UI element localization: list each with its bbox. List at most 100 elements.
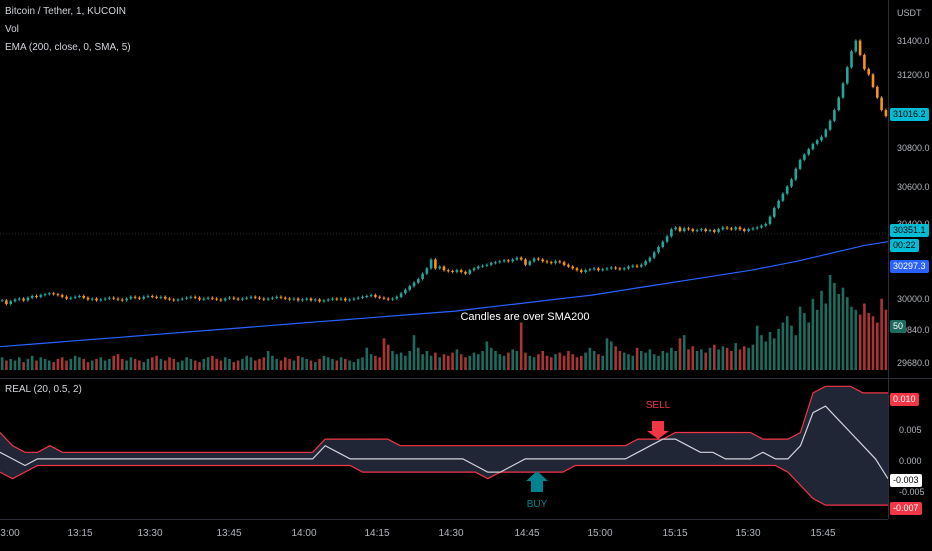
- volume-bar: [781, 322, 785, 370]
- volume-bar: [262, 357, 266, 370]
- volume-bar: [708, 347, 712, 370]
- volume-bar: [365, 347, 369, 370]
- volume-bar: [545, 355, 549, 371]
- volume-bar: [26, 358, 30, 370]
- candle: [751, 228, 755, 230]
- volume-bar: [554, 354, 557, 370]
- candle: [588, 269, 592, 271]
- candle: [116, 298, 120, 300]
- volume-bar: [867, 313, 870, 370]
- volume-bar: [155, 355, 158, 371]
- candle: [314, 299, 317, 301]
- volume-bar: [112, 355, 115, 371]
- candle: [610, 267, 613, 269]
- oscillator-pane[interactable]: SELL BUY REAL (20, 0.5, 2): [0, 379, 889, 519]
- price-pane[interactable]: Candles are over SMA200 Bitcoin / Tether…: [0, 0, 889, 378]
- candle: [747, 229, 750, 231]
- volume-bar: [301, 357, 304, 370]
- candle: [447, 270, 450, 272]
- volume-bar: [163, 360, 167, 370]
- symbol-legend[interactable]: Bitcoin / Tether, 1, KUCOIN: [5, 6, 126, 17]
- candle: [335, 298, 339, 300]
- volume-bar: [502, 355, 506, 371]
- time-tick: 13:15: [67, 528, 93, 539]
- volume-bar: [717, 349, 720, 370]
- volume-bar: [292, 360, 296, 370]
- candle: [695, 230, 699, 232]
- volume-bar: [142, 362, 145, 370]
- candle: [472, 268, 476, 271]
- candle: [245, 297, 248, 299]
- candle: [56, 294, 60, 296]
- price-axis[interactable]: USDT 31400.031200.030800.030600.030400.0…: [888, 0, 932, 519]
- candle: [9, 301, 12, 304]
- volume-bar: [116, 354, 120, 370]
- candle: [661, 241, 665, 247]
- candle: [730, 228, 733, 230]
- volume-bar: [125, 360, 128, 370]
- volume-bar: [296, 355, 300, 371]
- candle: [352, 298, 356, 300]
- candle: [103, 298, 107, 300]
- candle: [601, 269, 604, 271]
- candle: [215, 298, 218, 300]
- candle: [331, 298, 334, 300]
- volume-bar: [691, 346, 695, 371]
- candle: [82, 296, 85, 298]
- pane-divider[interactable]: [0, 378, 932, 379]
- candle: [386, 298, 390, 300]
- volume-bar: [73, 355, 77, 371]
- volume-bar: [275, 358, 278, 370]
- buy-label: BUY: [527, 499, 548, 510]
- volume-bar: [614, 346, 617, 371]
- price-chart[interactable]: Candles are over SMA200: [0, 0, 889, 378]
- volume-bar: [305, 358, 308, 370]
- candle: [614, 267, 617, 269]
- oscillator-tick: 0.000: [899, 456, 922, 466]
- volume-bar: [159, 358, 163, 370]
- candle: [206, 297, 210, 299]
- oscillator-legend[interactable]: REAL (20, 0.5, 2): [5, 384, 82, 395]
- candle: [773, 207, 776, 217]
- volume-bar: [361, 357, 364, 370]
- candle: [734, 227, 737, 230]
- volume-bar: [489, 347, 493, 370]
- candle: [86, 297, 90, 300]
- volume-bar: [652, 354, 656, 370]
- candle: [95, 298, 98, 301]
- volume-bar: [704, 352, 707, 370]
- candle: [815, 140, 819, 144]
- candle: [828, 120, 832, 130]
- volume-bar: [807, 322, 810, 370]
- volume-bar: [498, 354, 502, 370]
- volume-bar: [434, 352, 437, 370]
- volume-bar: [738, 349, 742, 370]
- candle: [708, 230, 712, 232]
- time-tick: 14:30: [438, 528, 464, 539]
- volume-bar: [146, 358, 150, 370]
- volume-bar: [189, 358, 193, 370]
- oscillator-chart[interactable]: SELL BUY: [0, 379, 889, 519]
- volume-bar: [451, 352, 454, 370]
- volume-bar: [562, 355, 566, 371]
- currency-unit: USDT: [897, 8, 922, 18]
- candle: [682, 228, 686, 232]
- candle: [481, 265, 484, 267]
- volume-bar: [468, 355, 472, 371]
- candle: [399, 293, 403, 297]
- ema-legend[interactable]: EMA (200, close, 0, SMA, 5): [5, 42, 131, 53]
- oscillator-tick: -0.005: [899, 487, 925, 497]
- volume-bar: [751, 344, 755, 370]
- candle: [584, 270, 587, 272]
- volume-legend[interactable]: Vol: [5, 24, 19, 35]
- candle: [652, 252, 656, 258]
- volume-bar: [798, 306, 802, 370]
- time-axis[interactable]: 3:00 13:15 13:30 13:45 14:00 14:15 14:30 14:45 1…: [0, 519, 888, 551]
- volume-bar: [95, 358, 98, 370]
- candle: [700, 229, 703, 231]
- candle: [803, 154, 806, 160]
- sell-label: SELL: [646, 400, 671, 411]
- volume-bar: [356, 358, 360, 370]
- candle: [292, 298, 296, 300]
- candle: [451, 271, 454, 272]
